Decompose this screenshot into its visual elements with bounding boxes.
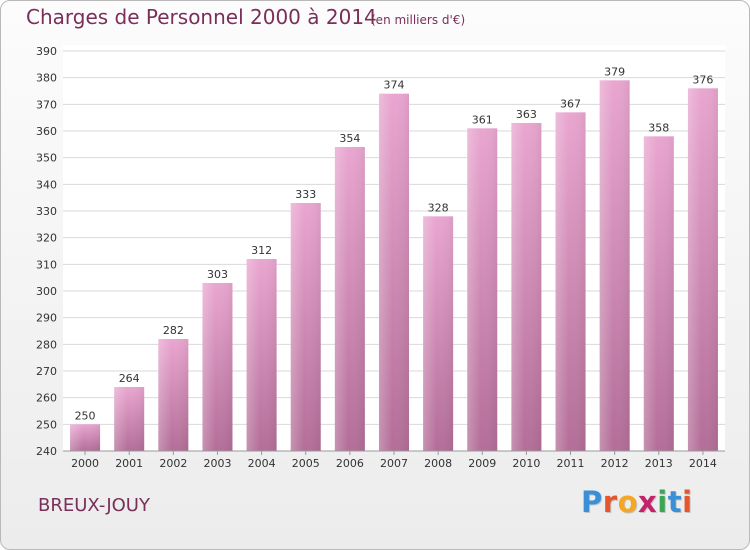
bar-highlight: [158, 339, 189, 451]
y-tick-label: 250: [36, 418, 57, 431]
logo-letter: x: [638, 485, 658, 519]
bars: [70, 80, 718, 452]
value-label: 282: [163, 324, 184, 337]
y-tick-label: 330: [36, 205, 57, 218]
bar-highlight: [555, 112, 586, 451]
value-label: 328: [428, 201, 449, 214]
proxiti-logo: Proxiti: [581, 485, 693, 519]
value-label: 376: [692, 73, 713, 86]
logo-letter: t: [667, 485, 683, 519]
y-tick-label: 270: [36, 365, 57, 378]
bar-highlight: [379, 93, 409, 452]
bar-highlight: [511, 123, 542, 451]
y-tick-label: 340: [36, 178, 57, 191]
logo-letter: P: [581, 485, 603, 519]
x-tick-label: 2011: [557, 457, 585, 470]
x-tick-label: 2012: [601, 457, 629, 470]
y-tick-label: 390: [36, 45, 57, 58]
value-label: 379: [604, 65, 625, 78]
commune-name: BREUX-JOUY: [38, 495, 150, 516]
bar-highlight: [290, 203, 321, 451]
x-tick-label: 2008: [424, 457, 452, 470]
x-tick-label: 2002: [159, 457, 187, 470]
y-tick-label: 310: [36, 258, 57, 271]
x-tick-label: 2014: [689, 457, 717, 470]
bar-highlight: [467, 128, 498, 451]
value-label: 363: [516, 108, 537, 121]
value-label: 354: [339, 132, 360, 145]
bar-highlight: [334, 147, 365, 451]
bar-highlight: [643, 136, 674, 452]
y-tick-label: 290: [36, 312, 57, 325]
x-tick-label: 2003: [203, 457, 231, 470]
value-label: 361: [472, 113, 493, 126]
y-tick-label: 350: [36, 152, 57, 165]
logo-letter: r: [602, 485, 618, 519]
value-label: 264: [119, 372, 140, 385]
x-tick-label: 2013: [645, 457, 673, 470]
bar-highlight: [687, 88, 718, 451]
y-tick-label: 320: [36, 232, 57, 245]
y-tick-label: 380: [36, 72, 57, 85]
logo-letter: o: [617, 485, 639, 519]
bar-highlight: [423, 216, 454, 451]
value-labels: 250 264 282 303 312 333 354 374 328 361 363 367 379 3…: [75, 65, 714, 422]
logo-letter: i: [657, 485, 668, 519]
x-tick-label: 2001: [115, 457, 143, 470]
y-tick-label: 370: [36, 98, 57, 111]
value-label: 333: [295, 188, 316, 201]
value-label: 303: [207, 268, 228, 281]
y-tick-label: 360: [36, 125, 57, 138]
bar-highlight: [70, 424, 101, 451]
bar-highlight: [599, 80, 630, 451]
value-label: 312: [251, 244, 272, 257]
y-tick-label: 280: [36, 338, 57, 351]
x-tick-label: 2009: [468, 457, 496, 470]
value-label: 367: [560, 97, 581, 110]
x-tick-label: 2007: [380, 457, 408, 470]
x-axis-labels: 2000 2001 2002 2003 2004 2005 2006 2007 2008 2009…: [71, 451, 717, 470]
value-label: 250: [75, 409, 96, 422]
value-label: 374: [384, 79, 405, 92]
x-tick-label: 2005: [292, 457, 320, 470]
bar-highlight: [202, 283, 233, 451]
bar-highlight: [246, 259, 277, 451]
x-tick-label: 2010: [512, 457, 540, 470]
x-tick-label: 2000: [71, 457, 99, 470]
y-axis-labels: 240 250 260 270 280 290 300 310 320 330 340 350 360 3…: [36, 45, 57, 458]
logo-letter: i: [682, 485, 693, 519]
y-tick-label: 300: [36, 285, 57, 298]
y-tick-label: 240: [36, 445, 57, 458]
chart-subtitle: (en milliers d'€): [371, 13, 466, 27]
y-tick-label: 260: [36, 392, 57, 405]
bar-highlight: [114, 387, 145, 451]
x-tick-label: 2004: [248, 457, 276, 470]
value-label: 358: [648, 121, 669, 134]
chart-title: Charges de Personnel 2000 à 2014: [26, 5, 377, 29]
x-tick-label: 2006: [336, 457, 364, 470]
